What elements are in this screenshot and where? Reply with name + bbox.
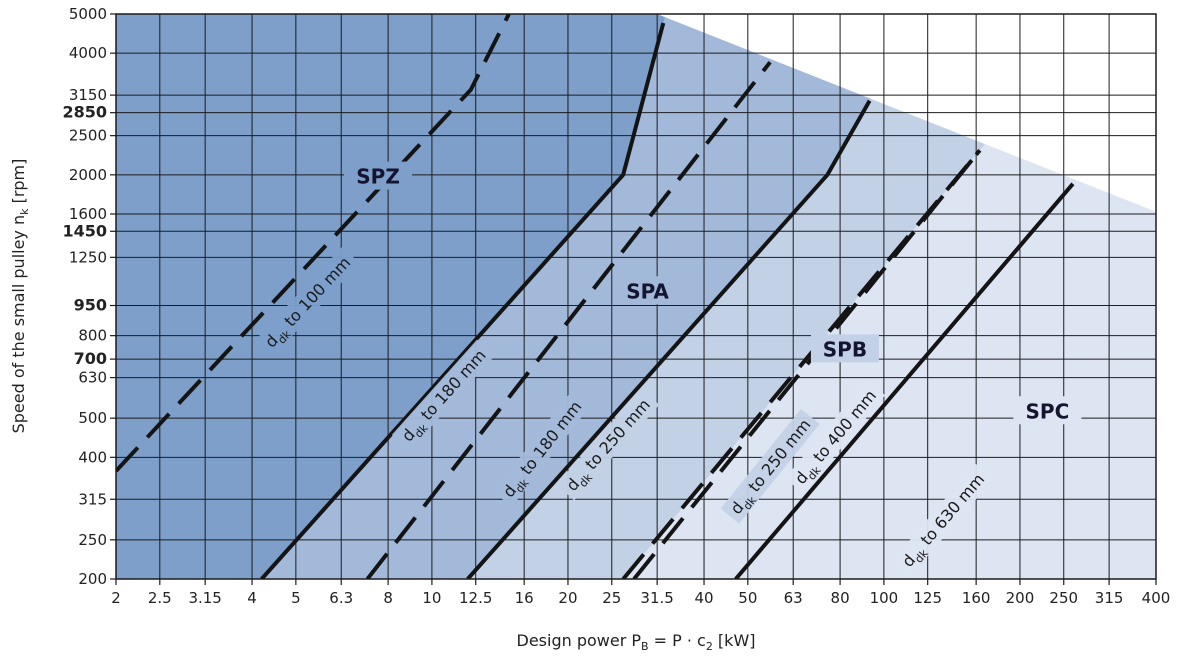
x-tick-label: 2.5 [148,589,172,607]
x-tick-label: 50 [738,589,757,607]
x-tick-label: 200 [1006,589,1035,607]
y-axis-title: Speed of the small pulley nk [rpm] [9,159,31,434]
y-tick-label: 950 [74,296,107,315]
x-tick-label: 100 [870,589,899,607]
series-label-bg [556,388,660,501]
x-axis-title: Design power PB = P · c2 [kW] [517,631,756,653]
series-label-bg [493,390,591,507]
region-fills [116,14,1156,579]
x-tick-label: 2 [111,589,121,607]
region-label-bg [810,334,879,363]
x-tick-label: 63 [784,589,803,607]
series-line-dd_180_solid [260,22,666,579]
x-tick-label: 80 [831,589,850,607]
x-tick-label: 8 [383,589,393,607]
x-tick-label: 25 [602,589,621,607]
plot-frame [115,13,1157,580]
series-lines [116,14,1075,579]
y-tick-label: 700 [74,349,107,368]
x-tick-label: 6.3 [329,589,353,607]
region-label-spa: SPA [626,279,669,303]
region-label-bg [1013,396,1082,425]
x-tick-label: 10 [422,589,441,607]
y-tick-label: 250 [78,531,107,549]
y-tick-label: 315 [78,490,107,508]
region-label-bg [613,276,682,305]
x-tick-label: 40 [694,589,713,607]
y-tick-label: 1450 [62,221,107,240]
y-tick-label: 1250 [69,248,107,266]
series-line-dd_630 [734,182,1075,579]
y-tick-label: 4000 [69,44,107,62]
series-label-bg [720,408,820,524]
series-line-dd_100 [116,14,511,473]
y-tick-label: 400 [78,448,107,466]
x-tick-label: 5 [291,589,301,607]
region-label-spz: SPZ [356,165,400,189]
y-tick-label: 2850 [62,103,107,122]
series-line-dd_180_dashed [365,60,772,579]
x-tick-label: 31.5 [640,589,673,607]
region-labels: SPZ SPA SPB SPC [344,161,1082,425]
series-label-bg [892,463,994,577]
y-tick-label: 5000 [69,5,107,23]
x-axis-ticks: 2 2.5 3.15 4 5 6.3 8 10 12.5 16 20 25 31.5 40 50 63 80 10… [111,579,1170,607]
region-label-spb: SPB [823,337,867,361]
y-tick-label: 3150 [69,86,107,104]
x-tick-label: 4 [247,589,257,607]
region-fill-spz [116,14,666,579]
y-tick-label: 500 [78,409,107,427]
x-tick-label: 125 [913,589,942,607]
y-tick-label: 630 [78,369,107,387]
y-tick-label: 2000 [69,166,107,184]
series-line-dd_250_solid [466,99,872,579]
y-tick-label: 200 [78,570,107,588]
x-tick-label: 160 [962,589,991,607]
series-line-dd_400_dashed [621,149,982,579]
x-tick-label: 250 [1049,589,1078,607]
plot-border [115,13,1157,580]
region-label-bg [344,161,413,190]
x-tick-label: 20 [558,589,577,607]
series-label-bg [784,379,886,494]
y-tick-label: 1600 [69,205,107,223]
x-tick-label: 315 [1095,589,1124,607]
region-label-spc: SPC [1026,399,1070,423]
x-tick-label: 400 [1142,589,1171,607]
y-tick-label: 2500 [69,127,107,145]
y-tick-label: 800 [78,327,107,345]
series-label-bg [254,246,360,357]
x-tick-label: 12.5 [459,589,492,607]
x-tick-label: 16 [515,589,534,607]
x-tick-label: 3.15 [188,589,221,607]
series-label-bg [391,339,496,451]
